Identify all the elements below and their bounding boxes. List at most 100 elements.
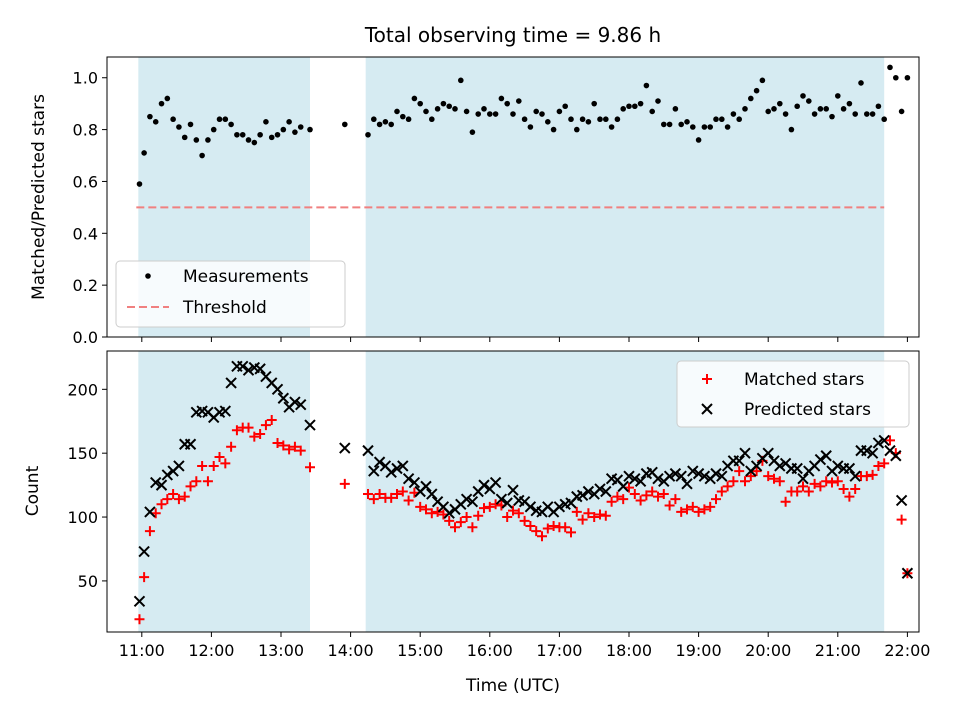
matched-star-point (867, 469, 878, 480)
measurement-point (136, 181, 143, 187)
matched-star-point (815, 481, 826, 492)
matched-star-point (658, 489, 669, 500)
matched-star-point (289, 441, 300, 452)
bottom-y-tick-label: 100 (67, 508, 98, 527)
predicted-star-point (669, 467, 682, 480)
predicted-star-point (797, 473, 809, 485)
matched-star-point (197, 460, 208, 471)
x-tick-label: 12:00 (188, 641, 234, 660)
x-tick-label: 18:00 (606, 641, 652, 660)
matched-star-point (821, 476, 832, 487)
matched-star-point (455, 517, 466, 528)
matched-star-point (885, 435, 895, 446)
predicted-star-point (489, 476, 502, 489)
top-axes-frame (106, 56, 920, 338)
predicted-star-point (161, 469, 174, 481)
matched-star-point (415, 501, 426, 512)
predicted-star-point (733, 455, 745, 467)
matched-star-point (266, 414, 277, 425)
measurement-point (788, 126, 795, 133)
predicted-star-point (843, 462, 856, 475)
measurement-point (846, 100, 853, 107)
measurement-point (666, 121, 673, 128)
matched-star-point (450, 522, 460, 533)
measurement-point (864, 111, 870, 117)
matched-star-point (214, 452, 225, 463)
measurement-point (176, 124, 182, 130)
matched-star-point (134, 614, 145, 625)
measurement-point (817, 106, 824, 112)
predicted-star-point (225, 377, 237, 389)
matched-star-point (682, 504, 692, 515)
matched-star-point (763, 471, 774, 482)
matched-star-point (508, 505, 518, 516)
predicted-star-point (623, 470, 635, 482)
measurement-point (707, 124, 713, 130)
x-tick-label: 14:00 (328, 641, 374, 660)
measurement-point (782, 111, 789, 117)
top-y-tick-label: 0.4 (73, 224, 98, 243)
bottom-legend (676, 360, 910, 428)
bottom-axes-frame (106, 350, 920, 633)
matched-star-point (272, 437, 283, 448)
measurement-point (187, 121, 194, 128)
legend-threshold-label: Threshold (182, 298, 267, 318)
matched-star-point (278, 440, 289, 451)
predicted-star-point (849, 470, 861, 482)
measurement-point (533, 108, 539, 115)
legend-matched-label: Matched stars (744, 370, 864, 390)
matched-star-point (618, 494, 629, 505)
top-y-tick-label: 0.6 (73, 172, 98, 191)
predicted-star-point (762, 447, 774, 459)
matched-star-point (432, 506, 443, 517)
measurement-point (545, 119, 551, 125)
matched-star-point (386, 492, 397, 503)
predicted-star-point (861, 444, 873, 457)
predicted-star-point (652, 473, 664, 485)
x-tick-label: 20:00 (745, 641, 791, 660)
measurement-point (881, 116, 887, 123)
matched-star-point (571, 506, 582, 517)
matched-star-point (444, 515, 455, 526)
measurement-point (516, 98, 522, 104)
measurement-point (713, 116, 719, 123)
measurement-point (458, 77, 464, 84)
predicted-star-point (582, 485, 595, 498)
measurement-point (875, 103, 882, 110)
measurement-point (181, 134, 188, 141)
predicted-star-point (478, 479, 490, 491)
matched-star-point (226, 441, 237, 452)
matched-star-point (693, 506, 704, 517)
matched-star-point (780, 496, 791, 507)
measurement-point (643, 82, 650, 89)
predicted-star-point (895, 494, 908, 507)
x-tick-label: 16:00 (467, 641, 513, 660)
measurement-point (800, 93, 806, 99)
matched-star-point (844, 491, 855, 502)
matched-star-point (255, 429, 266, 440)
measurement-point (504, 100, 511, 107)
predicted-star-point (289, 396, 301, 408)
predicted-star-point (420, 480, 432, 493)
matched-star-point (838, 483, 849, 494)
predicted-star-point (698, 470, 711, 482)
measurement-point (748, 95, 754, 102)
measurement-point (170, 116, 176, 123)
predicted-star-point (820, 450, 832, 462)
measurement-point (695, 137, 702, 143)
x-tick-label: 21:00 (815, 641, 861, 660)
measurement-point (678, 121, 684, 128)
measurement-point (469, 129, 476, 135)
matched-star-point (490, 499, 501, 510)
matched-star-point (699, 504, 710, 515)
predicted-star-point (600, 485, 612, 498)
matched-star-point (583, 508, 594, 519)
measurement-point (811, 111, 818, 117)
predicted-star-point (739, 447, 751, 459)
predicted-star-point (237, 360, 249, 373)
matched-star-point (798, 481, 808, 492)
x-axis-label: Time (UTC) (465, 676, 560, 696)
matched-star-point (850, 483, 861, 494)
measurement-point (672, 106, 679, 112)
predicted-star-point (304, 419, 316, 431)
